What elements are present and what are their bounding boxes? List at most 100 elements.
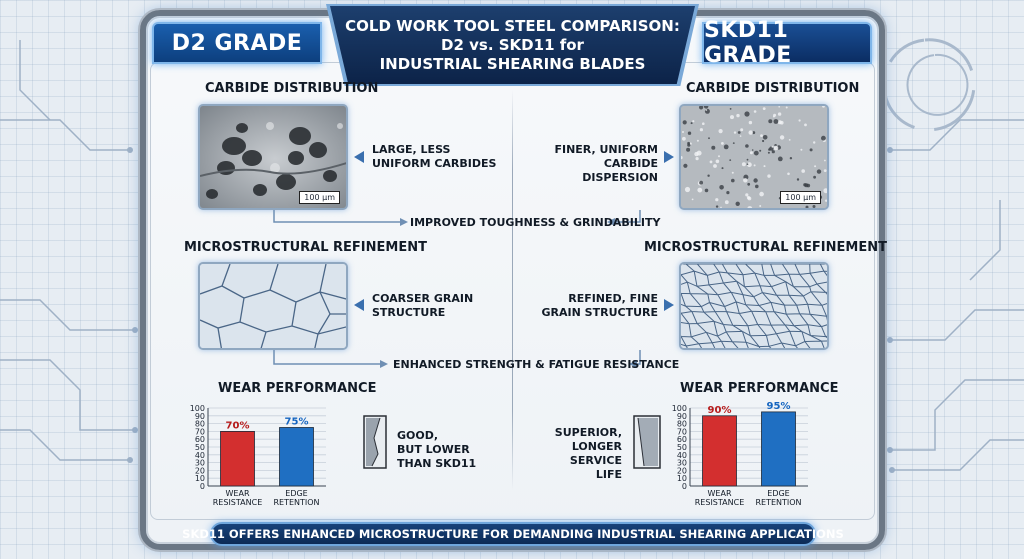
skd11-chart-category-label: EDGE [767, 489, 789, 498]
skd11-carbide-pointer-icon [664, 151, 674, 163]
fine-carbide-dot [805, 205, 809, 208]
fine-carbide-dot [813, 175, 816, 179]
strength-connector-lines [273, 350, 641, 368]
fine-carbide-dot [721, 167, 724, 170]
fine-carbide-dot [748, 130, 753, 135]
skd11-carbide-micrograph: 100 µm [679, 104, 829, 210]
fine-carbide-dot [796, 178, 800, 181]
d2-carbide-label-line1: LARGE, LESS [372, 143, 451, 156]
skd11-blade-icon [633, 415, 661, 469]
fine-carbide-dot [723, 144, 729, 150]
footer-banner: SKD11 OFFERS ENHANCED MICROSTRUCTURE FOR… [182, 522, 844, 546]
d2-chart-category-label: RETENTION [273, 498, 319, 507]
fine-carbide-dot [690, 122, 693, 125]
fine-carbide-dot [704, 188, 709, 193]
fine-carbide-dot [724, 200, 729, 205]
d2-carbide-label-line2: UNIFORM CARBIDES [372, 157, 497, 170]
fine-carbide-dot [812, 205, 816, 208]
d2-chart-ytick-label: 20 [195, 466, 205, 475]
skd11-micro-label-line1: REFINED, FINE [568, 292, 658, 305]
fine-carbide-dot [718, 129, 723, 134]
skd11-carbide-title: CARBIDE DISTRIBUTION [686, 81, 860, 96]
skd11-chart-bar [761, 411, 796, 487]
skd11-chart-category-label: RETENTION [755, 498, 801, 507]
skd11-scale-bar: 100 µm [780, 191, 821, 204]
fine-grain-boundaries [681, 264, 827, 348]
fine-carbide-dot [804, 183, 809, 188]
fine-carbide-dot [731, 178, 735, 183]
d2-grain-image [200, 264, 346, 348]
fine-carbide-dot [788, 139, 791, 141]
fine-carbide-dot [683, 163, 688, 168]
fine-carbide-dot [773, 145, 779, 151]
fine-carbide-dot [763, 165, 766, 168]
skd11-carbide-label: FINER, UNIFORM CARBIDE DISPERSION [540, 143, 658, 185]
fine-carbide-dot [809, 148, 813, 152]
toughness-connector-lines [273, 210, 641, 226]
d2-chart-ytick-label: 100 [190, 404, 205, 413]
fine-carbide-dot [813, 141, 816, 144]
d2-chart-value-label: 75% [285, 417, 309, 428]
d2-micro-pointer-icon [354, 299, 364, 311]
d2-carbide-micrograph: 100 µm [198, 104, 348, 210]
fine-carbide-dot [778, 106, 780, 108]
d2-scale-bar: 100 µm [299, 191, 340, 204]
fine-carbide-dot [682, 131, 684, 133]
skd11-grade-header: SKD11 GRADE [702, 18, 872, 68]
skd11-chart-ytick-label: 20 [677, 466, 687, 475]
d2-carbide-pointer-icon [354, 151, 364, 163]
d2-wear-label-line2: BUT LOWER [397, 443, 470, 456]
skd11-chart-ytick-label: 0 [682, 482, 687, 491]
skd11-chart-ytick-label: 70 [677, 427, 687, 436]
fine-carbide-dot [709, 160, 713, 164]
d2-chart-category-label: EDGE [285, 489, 307, 498]
d2-chart-ytick-label: 10 [195, 474, 205, 483]
fine-carbide-dot [730, 115, 734, 120]
d2-micro-label-line1: COARSER GRAIN [372, 292, 474, 305]
skd11-chart-ytick-label: 60 [677, 435, 687, 444]
d2-grade-header: D2 GRADE [152, 22, 322, 64]
skd11-chart-ytick-label: 40 [677, 451, 687, 460]
skd11-wear-label: SUPERIOR, LONGER SERVICE LIFE [548, 426, 622, 482]
skd11-chart-category-label: WEAR [708, 489, 732, 498]
fine-carbide-dot [711, 145, 716, 150]
fine-carbide-dot [753, 164, 756, 167]
fine-carbide-dot [785, 106, 788, 109]
fine-carbide-dot [747, 206, 753, 208]
skd11-grain-image [681, 264, 827, 348]
d2-chart-bar [220, 431, 255, 487]
d2-wear-label: GOOD, BUT LOWER THAN SKD11 [397, 429, 476, 471]
skd11-micro-pointer-icon [664, 299, 674, 311]
d2-micro-label: COARSER GRAIN STRUCTURE [372, 292, 473, 320]
fine-carbide-dot [777, 156, 783, 162]
fine-carbide-dot [816, 169, 822, 174]
fine-carbide-dot [759, 191, 764, 197]
fine-carbide-dot [803, 208, 807, 210]
center-divider [512, 90, 513, 490]
fine-carbide-dot [696, 139, 699, 142]
d2-micro-title: MICROSTRUCTURAL REFINEMENT [184, 240, 427, 255]
skd11-chart-ytick-label: 90 [677, 412, 687, 421]
fine-carbide-dot [825, 199, 827, 202]
fine-carbide-dot [753, 110, 757, 113]
fine-carbide-dot [822, 106, 825, 108]
d2-chart-value-label: 70% [226, 420, 250, 431]
fine-carbide-dot [767, 174, 771, 178]
fine-carbide-dot [718, 155, 720, 158]
fine-carbide-dot [699, 106, 704, 110]
fine-carbide-dot [743, 178, 748, 183]
fine-carbide-dot [737, 131, 741, 134]
fine-carbide-dot [779, 135, 785, 140]
fine-carbide-dot [749, 151, 753, 155]
fine-carbide-dot [800, 148, 803, 151]
d2-chart-ytick-label: 0 [200, 482, 205, 491]
fine-carbide-dot [739, 135, 742, 137]
fine-carbide-dot [771, 150, 775, 154]
skd11-wear-label-line3: SERVICE LIFE [569, 454, 622, 481]
fine-carbide-dot [707, 174, 710, 177]
fine-carbide-dot [747, 182, 751, 186]
skd11-carbide-label-line1: FINER, UNIFORM [554, 143, 658, 156]
fine-carbide-dot [720, 206, 722, 208]
d2-chart-category-label: RESISTANCE [213, 498, 263, 507]
